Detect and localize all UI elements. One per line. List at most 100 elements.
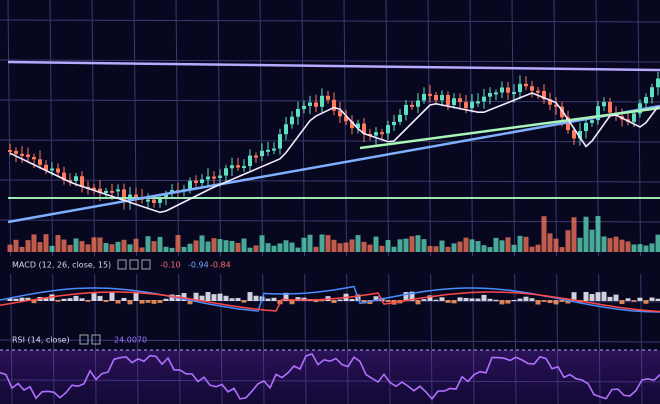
candle — [494, 92, 498, 95]
candle — [92, 187, 96, 190]
volume-bar — [133, 238, 139, 252]
volume-bar — [283, 240, 289, 252]
macd-bar — [7, 298, 13, 301]
volume-bar — [577, 237, 583, 252]
volume-bar — [163, 246, 169, 252]
macd-bar — [235, 297, 241, 301]
volume-bar — [289, 242, 295, 252]
volume-bar — [517, 235, 523, 252]
candle — [188, 180, 192, 190]
volume-bar — [445, 246, 451, 252]
macd-bar — [193, 292, 199, 301]
icon[interactable] — [141, 259, 151, 270]
volume-bar — [601, 236, 607, 252]
macd-bar — [535, 300, 541, 305]
volume-bar — [535, 244, 541, 252]
volume-bar — [571, 217, 577, 252]
macd-bar — [187, 300, 193, 305]
rsi-line — [0, 353, 660, 401]
volume-bar — [91, 237, 97, 252]
candle — [116, 189, 120, 192]
macd-bar — [295, 297, 301, 301]
icon[interactable] — [79, 334, 89, 345]
candle — [422, 93, 426, 101]
candle — [80, 176, 84, 187]
candle — [452, 98, 456, 106]
icon[interactable] — [117, 259, 127, 270]
macd-bar — [283, 292, 289, 301]
macd-bar — [79, 298, 85, 301]
macd-bar — [199, 295, 205, 301]
volume-bar — [331, 239, 337, 252]
macd-bar — [139, 300, 145, 304]
candle — [230, 165, 234, 169]
volume-bar — [403, 238, 409, 252]
volume-bar — [265, 243, 271, 252]
candle — [350, 121, 354, 129]
volume-bar — [439, 240, 445, 252]
macd-bar — [427, 295, 433, 301]
macd-bar — [151, 300, 157, 304]
macd-bar — [523, 296, 529, 301]
candle — [536, 90, 540, 93]
macd-bar — [643, 300, 649, 304]
candle — [530, 86, 534, 91]
macd-bar — [115, 300, 121, 304]
candle — [260, 150, 264, 157]
macd-bar — [157, 300, 163, 303]
macd-bar — [463, 298, 469, 301]
volume-bar — [151, 241, 157, 252]
volume-bar — [637, 244, 643, 252]
candle — [104, 190, 108, 194]
trend-line-2 — [359, 106, 660, 150]
grid-line — [49, 0, 55, 404]
candle — [512, 92, 516, 95]
candle — [26, 154, 30, 157]
macd-bar — [457, 297, 463, 301]
volume-bar — [355, 235, 361, 252]
volume-bar — [25, 240, 31, 252]
candle — [248, 155, 252, 167]
candle — [482, 96, 486, 102]
grid-line — [553, 0, 559, 404]
volume-bar — [457, 241, 463, 252]
volume-bar — [373, 236, 379, 252]
macd-bar — [583, 291, 589, 301]
candle — [656, 78, 660, 88]
candle — [356, 123, 360, 129]
volume-bar — [187, 243, 193, 252]
macd-bar — [61, 298, 67, 301]
volume-bar — [127, 244, 133, 252]
icon[interactable] — [91, 334, 101, 345]
moving-average — [9, 92, 659, 214]
volume-bars — [7, 215, 660, 252]
candle — [290, 116, 294, 125]
volume-bar — [475, 241, 481, 252]
candle — [488, 93, 492, 97]
volume-bar — [379, 245, 385, 252]
macd-bar — [595, 292, 601, 301]
macd-bar — [55, 300, 61, 302]
volume-bar — [19, 246, 25, 252]
volume-bar — [115, 241, 121, 252]
volume-bar — [397, 239, 403, 252]
volume-bar — [109, 244, 115, 252]
macd-bar — [25, 297, 31, 301]
volume-bar — [481, 245, 487, 252]
icon[interactable] — [129, 259, 139, 270]
macd-bar — [163, 298, 169, 301]
macd-bar — [265, 298, 271, 301]
candle — [650, 87, 654, 98]
candle — [434, 94, 438, 101]
volume-bar — [367, 244, 373, 252]
macd-bar — [565, 300, 571, 304]
volume-bar — [511, 244, 517, 252]
candle — [200, 179, 204, 184]
macd-bar — [505, 300, 511, 304]
candle — [206, 176, 210, 180]
volume-bar — [391, 246, 397, 252]
macd-reading: -0.94 — [188, 261, 209, 270]
volume-bar — [235, 242, 241, 252]
grid-line — [0, 59, 660, 63]
